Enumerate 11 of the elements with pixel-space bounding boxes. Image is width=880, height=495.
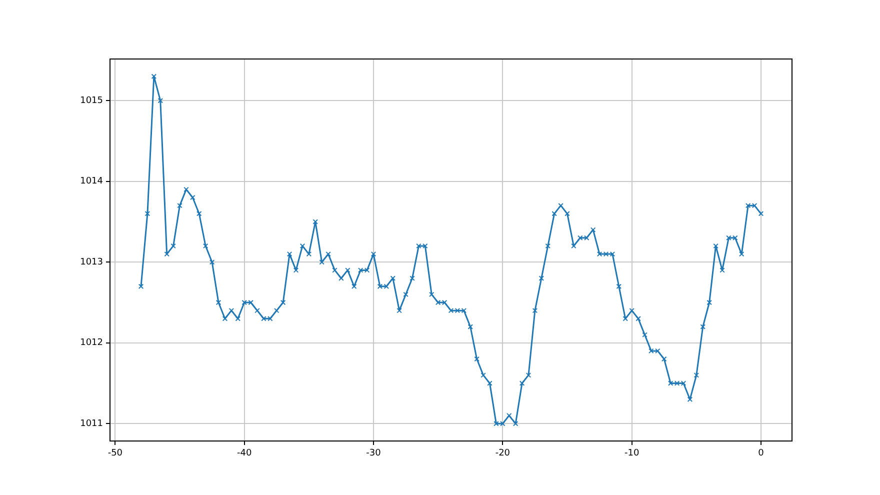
x-tick-label: -40 xyxy=(236,448,252,459)
y-tick-label: 1013 xyxy=(80,257,103,268)
x-tick-label: 0 xyxy=(758,448,764,459)
y-tick-label: 1015 xyxy=(80,96,103,106)
x-tick-label: -30 xyxy=(366,448,382,459)
x-tick-label: -50 xyxy=(108,448,123,459)
y-tick-label: 1011 xyxy=(80,418,103,429)
y-tick-label: 1012 xyxy=(80,338,103,348)
x-tick-label: -20 xyxy=(495,448,510,459)
x-tick-label: -10 xyxy=(624,448,640,459)
y-tick-label: 1014 xyxy=(80,176,104,187)
